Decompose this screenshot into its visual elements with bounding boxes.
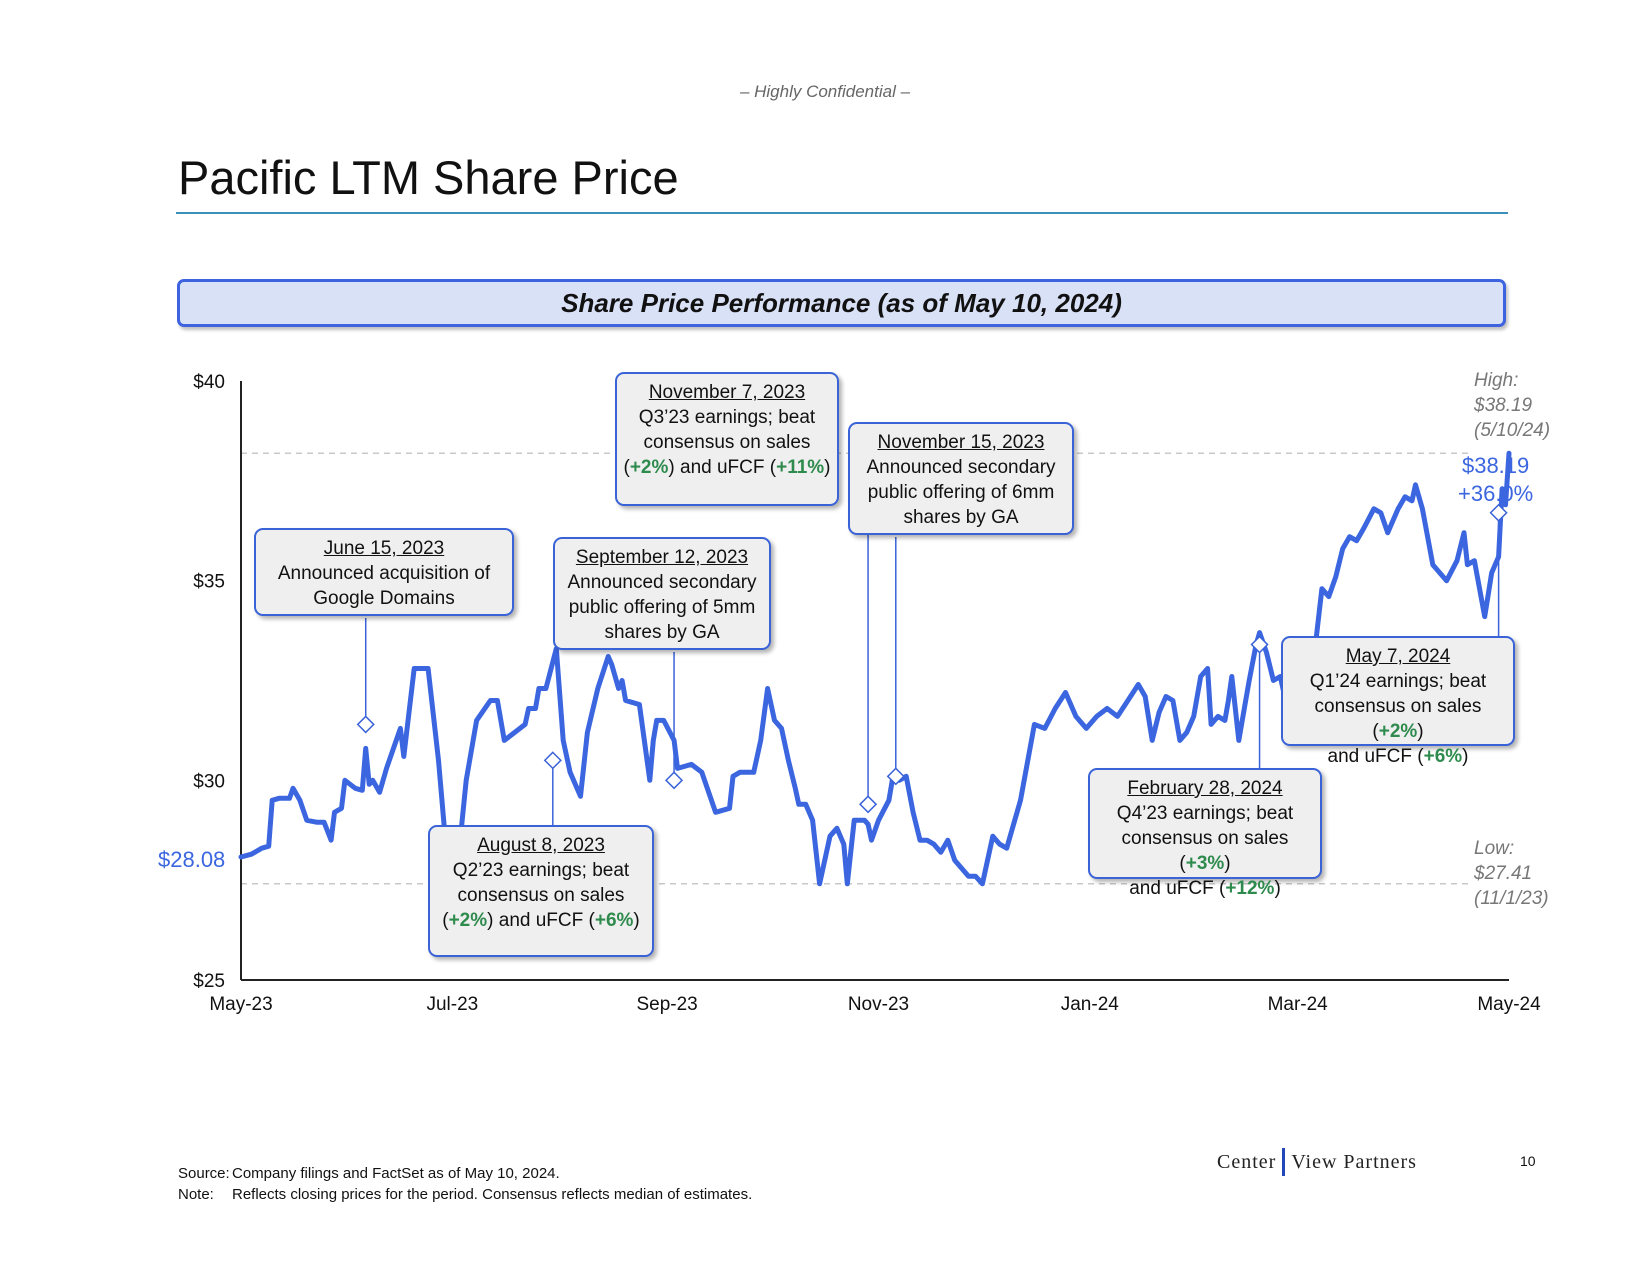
start-price-label: $28.08 [158,847,226,872]
callout-line: consensus on sales (+3%) [1121,828,1289,874]
callout-line: Q2’23 earnings; beat [452,860,630,881]
source-note: Source: Company filings and FactSet as of… [178,1165,560,1182]
callout-line: Q3’23 earnings; beat [638,407,816,428]
last-price: $38.19 [1461,453,1530,478]
x-tick-label: Mar-24 [1268,994,1329,1015]
annotation-connectors [364,508,1500,826]
y-tick-label: $25 [193,971,225,992]
ufcf-beat-pct: +6% [594,910,634,931]
callout-line: public offering of 6mm [867,482,1055,503]
sales-beat-pct: +2% [448,910,488,931]
callout-date: November 15, 2023 [877,432,1045,453]
callout-date: August 8, 2023 [477,835,605,856]
ufcf-beat-pct: +6% [1423,746,1463,767]
x-tick-label: Sep-23 [636,994,697,1015]
callout-line: Announced secondary [866,457,1056,478]
callout-november-15-2023: November 15, 2023 Announced secondary pu… [848,422,1074,535]
high-date: (5/10/24) [1474,420,1551,441]
callout-line: (+2%) and uFCF (+6%) [442,910,640,931]
high-label: High: $38.19 (5/10/24) [1474,370,1551,441]
chart-banner: Share Price Performance (as of May 10, 2… [177,279,1506,327]
annotation-marker [1489,503,1508,522]
callout-date: February 28, 2024 [1127,778,1283,799]
sales-beat-pct: +2% [1378,721,1418,742]
ufcf-beat-pct: +12% [1225,878,1275,899]
callout-line: Q1’24 earnings; beat [1309,671,1487,692]
sales-beat-pct: +2% [629,457,669,478]
callout-september-12-2023: September 12, 2023 Announced secondary p… [553,537,771,650]
high-value: $38.19 [1474,395,1533,416]
y-tick-label: $35 [193,572,225,593]
callout-line: shares by GA [604,622,720,643]
ltm-change: +36.0% [1458,481,1534,506]
methodology-note: Note: Reflects closing prices for the per… [178,1186,753,1203]
callout-line: and uFCF (+6%) [1327,746,1469,767]
ufcf-beat-pct: +11% [776,457,825,478]
low-value: $27.41 [1474,863,1533,884]
page-number: 10 [1520,1153,1536,1169]
callout-august-8-2023: August 8, 2023 Q2’23 earnings; beat cons… [428,825,654,957]
callout-line: consensus on sales [643,432,811,453]
chart-axes: $25 $30 $35 $40 May-23 Jul-23 Sep-23 Nov-23 Jan-… [193,372,1541,1015]
confidential-label: – Highly Confidential – [739,82,911,101]
x-tick-label: Jan-24 [1061,994,1120,1015]
y-tick-label: $40 [193,372,225,393]
callout-line: shares by GA [903,507,1019,528]
reference-lines [241,452,1470,885]
callout-february-28-2024: February 28, 2024 Q4’23 earnings; beat c… [1088,768,1322,899]
callout-november-7-2023: November 7, 2023 Q3’23 earnings; beat co… [615,372,839,506]
annotation-marker [1250,635,1269,654]
callout-line: Google Domains [313,588,455,609]
callout-line: consensus on sales (+2%) [1314,696,1482,742]
centerview-logo: Center View Partners [1217,1148,1417,1176]
annotation-marker [543,751,562,770]
callout-line: Announced acquisition of [277,563,491,584]
low-label: Low: $27.41 (11/1/23) [1474,838,1549,909]
callout-date: June 15, 2023 [323,538,445,559]
annotation-marker [859,795,878,814]
callout-line: (+2%) and uFCF (+11%) [623,457,831,478]
annotation-marker [886,767,905,786]
annotation-marker [356,715,375,734]
callout-date: November 7, 2023 [648,382,806,403]
callout-line: Q4’23 earnings; beat [1116,803,1294,824]
logo-right-text: View Partners [1291,1150,1417,1173]
callout-line: consensus on sales [457,885,625,906]
callout-line: public offering of 5mm [568,597,756,618]
callout-line: Announced secondary [567,572,757,593]
y-tick-label: $30 [193,771,225,792]
low-date: (11/1/23) [1474,888,1549,909]
x-tick-label: May-24 [1477,994,1541,1015]
chart-banner-text: Share Price Performance (as of May 10, 2… [561,287,1122,318]
sales-beat-pct: +3% [1185,853,1225,874]
callout-may-7-2024: May 7, 2024 Q1’24 earnings; beat consens… [1281,636,1515,767]
callout-line: and uFCF (+12%) [1129,878,1281,899]
x-tick-label: Nov-23 [848,994,909,1015]
logo-left-text: Center [1217,1150,1277,1173]
x-tick-label: May-23 [209,994,272,1015]
footnotes: Source: Company filings and FactSet as of… [178,1163,752,1205]
page-title: Pacific LTM Share Price [178,151,679,204]
x-tick-label: Jul-23 [426,994,478,1015]
title-rule [176,212,1508,214]
logo-divider [1282,1148,1286,1176]
callout-date: September 12, 2023 [575,547,749,568]
callout-date: May 7, 2024 [1345,646,1451,667]
callout-june-15-2023: June 15, 2023 Announced acquisition of G… [254,528,514,616]
last-price-label: $38.19 +36.0% [1458,452,1533,508]
annotation-marker [664,771,684,790]
annotation-markers [356,503,1508,814]
